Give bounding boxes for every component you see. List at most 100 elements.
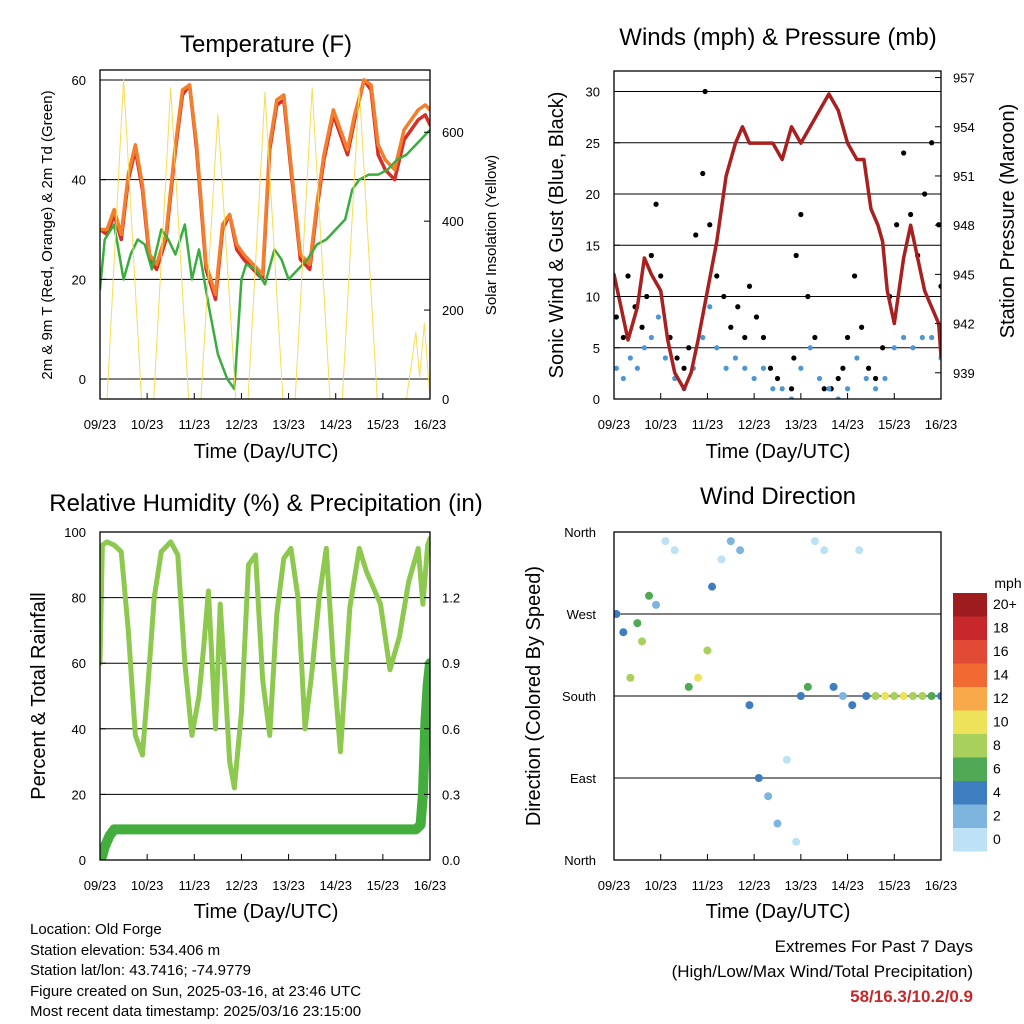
data-point [793, 252, 799, 259]
x-tick-label: 16/23 [925, 878, 958, 893]
x-tick-label: 09/23 [598, 878, 631, 893]
data-point [735, 304, 741, 310]
y-tick-label: 15 [586, 238, 600, 253]
legend-label: 4 [993, 784, 1001, 800]
data-point [658, 273, 664, 279]
direction-point [703, 646, 712, 655]
direction-point [633, 619, 642, 628]
data-point [742, 334, 748, 341]
series-line [100, 78, 430, 302]
direction-point [937, 692, 941, 700]
data-point [753, 314, 760, 320]
x-tick-label: 09/23 [84, 417, 117, 432]
direction-series-layer [614, 537, 941, 846]
x-tick-label: 12/23 [738, 417, 771, 432]
x-tick-label: 14/23 [319, 417, 352, 432]
data-point [614, 314, 619, 320]
legend-swatch [953, 804, 987, 828]
x-tick-label: 10/23 [131, 417, 164, 432]
data-point [700, 334, 706, 341]
x-tick-label: 15/23 [878, 878, 911, 893]
direction-x-label: Time (Day/UTC) [706, 901, 851, 923]
data-point [865, 365, 872, 371]
right-tick-label: 0.6 [442, 722, 460, 737]
data-point [767, 365, 774, 371]
data-point [826, 386, 832, 392]
legend-label: 20+ [993, 596, 1017, 612]
elevation-text: Station elevation: 534.406 m [30, 941, 221, 959]
direction-point [619, 628, 628, 637]
data-point [648, 334, 654, 341]
series-line [614, 92, 941, 391]
data-point [774, 375, 781, 382]
data-point [873, 375, 879, 382]
latlon-text: Station lat/lon: 43.7416; -74.9779 [30, 962, 252, 979]
x-tick-label: 09/23 [598, 417, 631, 432]
x-tick-label: 16/23 [414, 417, 447, 432]
legend-swatch [953, 640, 987, 664]
y-tick-label: 40 [72, 722, 86, 737]
winds-y-ticks: 0 5 10 15 20 25 30 [586, 85, 620, 407]
y-tick-label: East [570, 771, 596, 786]
legend-label: 8 [993, 737, 1001, 753]
right-tick-label: 600 [442, 125, 464, 140]
insolation-y-label: Solar Insolation (Yellow) [483, 155, 500, 315]
data-point [840, 365, 846, 371]
series-line [100, 536, 430, 791]
data-point [816, 375, 823, 382]
x-tick-label: 15/23 [367, 878, 400, 893]
data-point [686, 345, 692, 351]
data-point [653, 201, 659, 207]
direction-plot-frame [613, 531, 942, 861]
direction-y-label: Direction (Colored By Speed) [523, 566, 545, 826]
legend-swatch [953, 828, 987, 852]
data-point [693, 232, 699, 238]
humidity-x-label: Time (Day/UTC) [194, 901, 339, 923]
data-point [644, 293, 650, 300]
direction-point [899, 692, 908, 700]
direction-point [838, 692, 847, 700]
data-point [714, 345, 720, 351]
data-point [770, 386, 776, 392]
direction-point [803, 682, 812, 691]
x-tick-label: 16/23 [925, 417, 958, 432]
x-tick-label: 16/23 [414, 878, 447, 893]
data-point [728, 324, 734, 330]
station-info: Location: Old Forge Station elevation: 5… [30, 920, 361, 1023]
temperature-x-label: Time (Day/UTC) [194, 441, 339, 463]
humidity-y-label: Percent & Total Rainfall [28, 592, 50, 800]
direction-point [796, 692, 805, 700]
data-point [627, 355, 633, 361]
winds-title: Winds (mph) & Pressure (mb) [619, 24, 936, 51]
data-point [929, 140, 935, 146]
direction-point [614, 610, 621, 618]
temperature-series-layer [100, 78, 430, 399]
x-tick-label: 10/23 [644, 878, 677, 893]
legend-swatch [953, 710, 987, 734]
x-tick-label: 11/23 [178, 417, 210, 432]
data-point [873, 386, 879, 392]
data-point [901, 150, 907, 156]
humidity-panel: Relative Humidity (%) & Precipitation (i… [28, 490, 483, 923]
data-point [707, 222, 713, 228]
data-point [662, 355, 668, 361]
direction-point [880, 692, 889, 700]
data-point [919, 334, 925, 341]
data-point [901, 334, 907, 341]
data-point [760, 365, 767, 371]
data-point [805, 293, 811, 300]
series-line [100, 658, 430, 860]
y-tick-label: 0 [593, 392, 600, 407]
temperature-y-ticks: 0 20 40 60 [72, 73, 106, 387]
winds-gridlines [614, 91, 941, 400]
direction-point [736, 546, 745, 555]
right-tick-label: 400 [442, 214, 464, 229]
direction-point [810, 537, 819, 546]
data-point [880, 345, 886, 351]
legend-label: 12 [993, 690, 1009, 706]
data-point [929, 334, 935, 341]
x-tick-label: 13/23 [785, 417, 818, 432]
data-point [844, 386, 851, 392]
direction-point [773, 819, 782, 828]
direction-title: Wind Direction [700, 483, 856, 510]
